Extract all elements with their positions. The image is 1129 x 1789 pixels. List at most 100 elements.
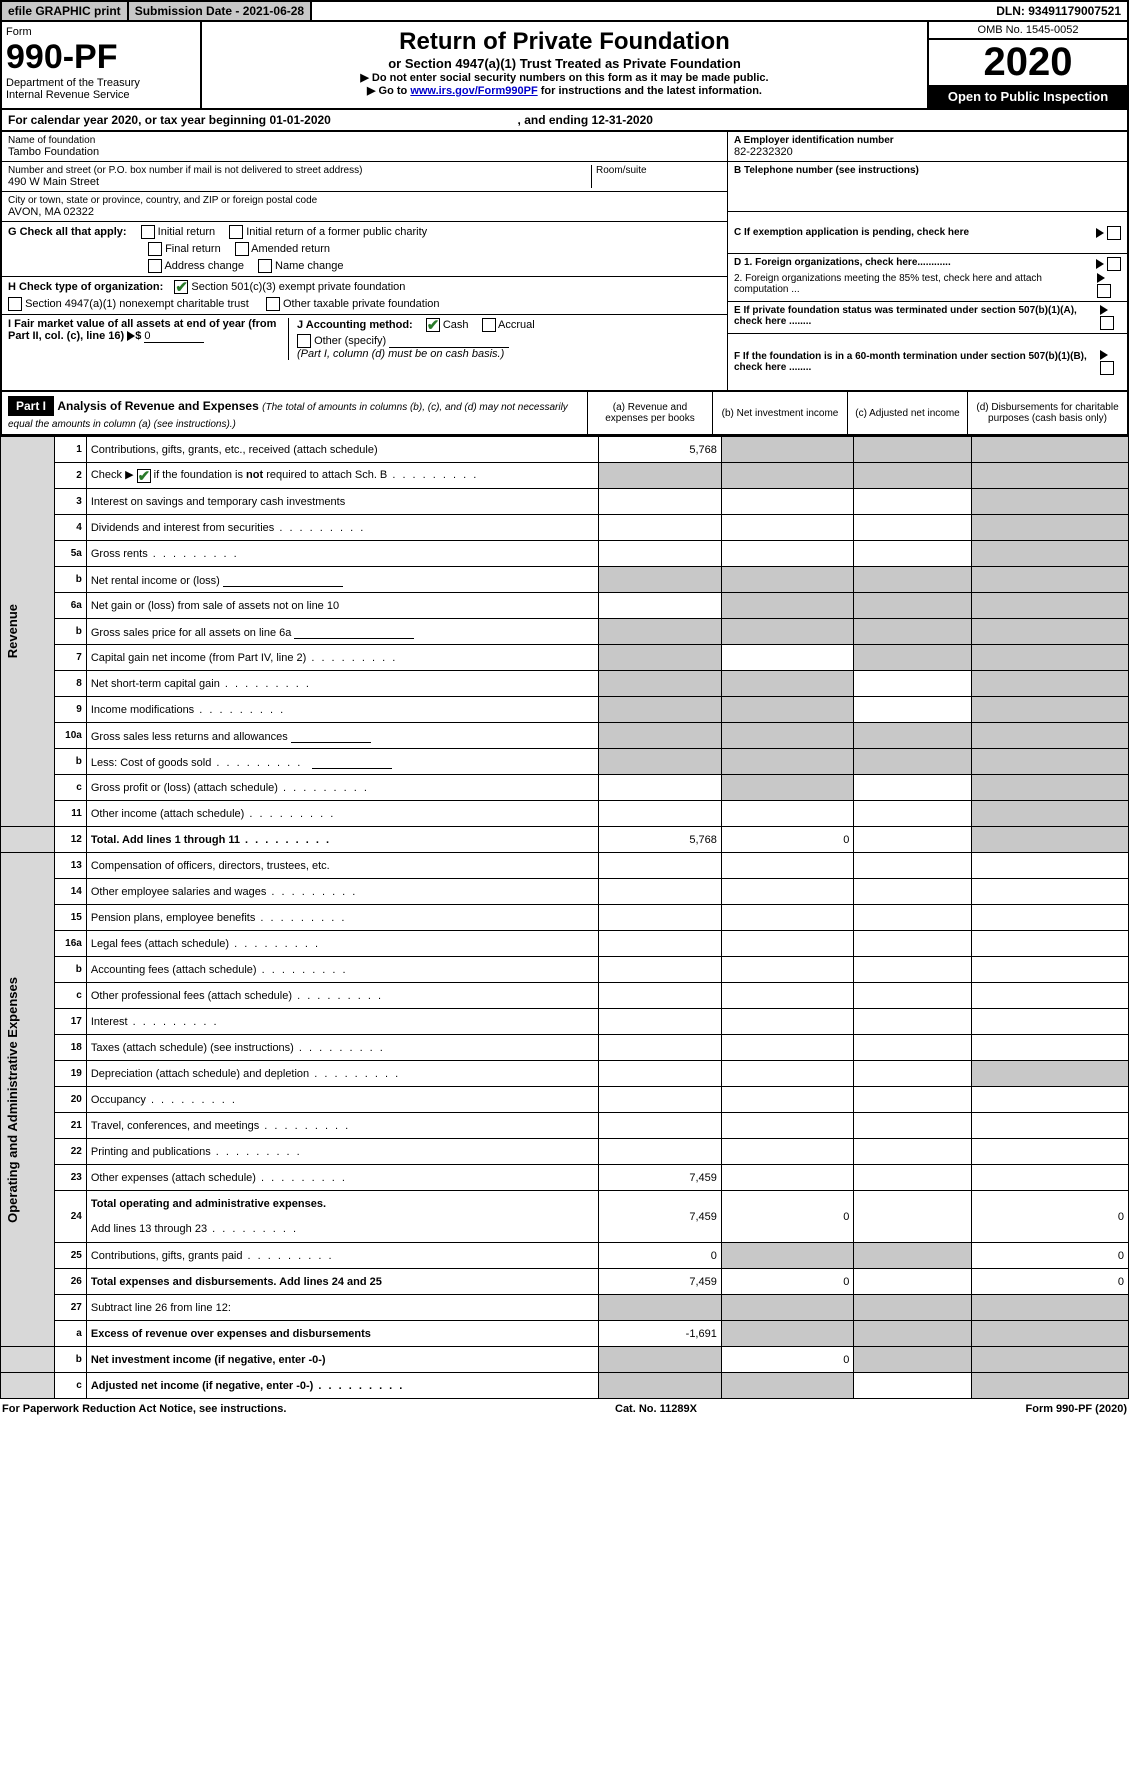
form-header: Form 990-PF Department of the Treasury I… (0, 22, 1129, 110)
e-label: E If private foundation status was termi… (734, 305, 1100, 330)
form-footer-label: Form 990-PF (2020) (1026, 1403, 1127, 1415)
submission-date: Submission Date - 2021-06-28 (129, 2, 312, 20)
line-5a: Gross rents (86, 541, 598, 567)
cal-year-mid: , and ending (518, 113, 592, 127)
other-method-checkbox[interactable] (297, 334, 311, 348)
line-10c: Gross profit or (loss) (attach schedule) (86, 775, 598, 801)
street-address: 490 W Main Street (8, 176, 591, 188)
line-20: Occupancy (86, 1087, 598, 1113)
c-checkbox[interactable] (1107, 226, 1121, 240)
other-taxable-checkbox[interactable] (266, 297, 280, 311)
other-specify-input[interactable] (389, 334, 509, 348)
amended-return-checkbox[interactable] (235, 242, 249, 256)
revenue-side-label: Revenue (1, 437, 55, 827)
efile-print-button[interactable]: efile GRAPHIC print (2, 2, 129, 20)
e-checkbox[interactable] (1100, 316, 1114, 330)
form-subtitle: or Section 4947(a)(1) Trust Treated as P… (208, 56, 921, 71)
omb-number: OMB No. 1545-0052 (929, 22, 1127, 40)
line-11: Other income (attach schedule) (86, 801, 598, 827)
line-16b: Accounting fees (attach schedule) (86, 957, 598, 983)
l26-a: 7,459 (598, 1269, 721, 1295)
tax-year: 2020 (929, 40, 1127, 85)
f-checkbox[interactable] (1100, 361, 1114, 375)
col-a-header: (a) Revenue and expenses per books (587, 392, 712, 434)
dept-treasury: Department of the Treasury (6, 77, 196, 89)
501c3-label: Section 501(c)(3) exempt private foundat… (191, 281, 405, 293)
l27b-b: 0 (721, 1347, 853, 1373)
l27a-a: -1,691 (598, 1321, 721, 1347)
l26-d: 0 (972, 1269, 1129, 1295)
l26-b: 0 (721, 1269, 853, 1295)
form990pf-link[interactable]: www.irs.gov/Form990PF (410, 85, 537, 97)
l24-b: 0 (721, 1191, 853, 1243)
line-18: Taxes (attach schedule) (see instruction… (86, 1035, 598, 1061)
l12-a: 5,768 (598, 827, 721, 853)
section-i-j: I Fair market value of all assets at end… (2, 315, 727, 363)
l10a-input[interactable] (291, 729, 371, 743)
initial-return-checkbox[interactable] (141, 225, 155, 239)
line-24b: Add lines 13 through 23 (86, 1217, 598, 1243)
line-19: Depreciation (attach schedule) and deple… (86, 1061, 598, 1087)
line-14: Other employee salaries and wages (86, 879, 598, 905)
initial-return-label: Initial return (158, 226, 215, 238)
open-to-public: Open to Public Inspection (929, 85, 1127, 108)
4947-checkbox[interactable] (8, 297, 22, 311)
dln-number: DLN: 93491179007521 (990, 2, 1127, 20)
col-d-header: (d) Disbursements for charitable purpose… (967, 392, 1127, 434)
telephone-label: B Telephone number (see instructions) (734, 165, 1121, 176)
l6b-input[interactable] (294, 625, 414, 639)
address-label: Number and street (or P.O. box number if… (8, 165, 591, 176)
line-5b: Net rental income or (loss) (86, 567, 598, 593)
h-label: H Check type of organization: (8, 281, 163, 293)
accrual-label: Accrual (498, 319, 535, 331)
d2-checkbox[interactable] (1097, 284, 1111, 298)
amended-return-label: Amended return (251, 243, 330, 255)
expenses-side-label: Operating and Administrative Expenses (1, 853, 55, 1347)
line-12: Total. Add lines 1 through 11 (86, 827, 598, 853)
d2-label: 2. Foreign organizations meeting the 85%… (734, 273, 1097, 298)
j-label: J Accounting method: (297, 319, 413, 331)
arrow-icon (1096, 259, 1104, 269)
initial-former-label: Initial return of a former public charit… (246, 226, 427, 238)
line-10a: Gross sales less returns and allowances (86, 723, 598, 749)
l12-b: 0 (721, 827, 853, 853)
other-method-label: Other (specify) (314, 335, 386, 347)
goto-instructions: ▶ Go to www.irs.gov/Form990PF for instru… (208, 84, 921, 97)
initial-former-checkbox[interactable] (229, 225, 243, 239)
line-27: Subtract line 26 from line 12: (86, 1295, 598, 1321)
final-return-label: Final return (165, 243, 221, 255)
entity-block: Name of foundation Tambo Foundation Numb… (0, 132, 1129, 392)
line-26: Total expenses and disbursements. Add li… (86, 1269, 598, 1295)
line-8: Net short-term capital gain (86, 671, 598, 697)
city-state-zip: AVON, MA 02322 (8, 206, 721, 218)
form-word: Form (6, 26, 196, 38)
f-label: F If the foundation is in a 60-month ter… (734, 351, 1100, 373)
d1-label: D 1. Foreign organizations, check here..… (734, 257, 951, 271)
room-suite-label: Room/suite (596, 165, 721, 176)
cash-label: Cash (443, 319, 469, 331)
c-exemption-label: C If exemption application is pending, c… (734, 227, 969, 238)
line-21: Travel, conferences, and meetings (86, 1113, 598, 1139)
cash-checkbox[interactable] (426, 318, 440, 332)
final-return-checkbox[interactable] (148, 242, 162, 256)
l10b-input[interactable] (312, 755, 392, 769)
l5b-input[interactable] (223, 573, 343, 587)
line-17: Interest (86, 1009, 598, 1035)
line-7: Capital gain net income (from Part IV, l… (86, 645, 598, 671)
d1-checkbox[interactable] (1107, 257, 1121, 271)
line-22: Printing and publications (86, 1139, 598, 1165)
tax-year-end: 12-31-2020 (592, 113, 653, 127)
line-4: Dividends and interest from securities (86, 515, 598, 541)
form-title: Return of Private Foundation (208, 28, 921, 56)
501c3-checkbox[interactable] (174, 280, 188, 294)
line-23: Other expenses (attach schedule) (86, 1165, 598, 1191)
form-number: 990-PF (6, 38, 196, 77)
line-27a: Excess of revenue over expenses and disb… (86, 1321, 598, 1347)
accrual-checkbox[interactable] (482, 318, 496, 332)
sch-b-checkbox[interactable] (137, 469, 151, 483)
part1-title: Analysis of Revenue and Expenses (57, 399, 258, 413)
4947-label: Section 4947(a)(1) nonexempt charitable … (25, 298, 249, 310)
name-change-checkbox[interactable] (258, 259, 272, 273)
tax-year-begin: 01-01-2020 (269, 113, 330, 127)
address-change-checkbox[interactable] (148, 259, 162, 273)
